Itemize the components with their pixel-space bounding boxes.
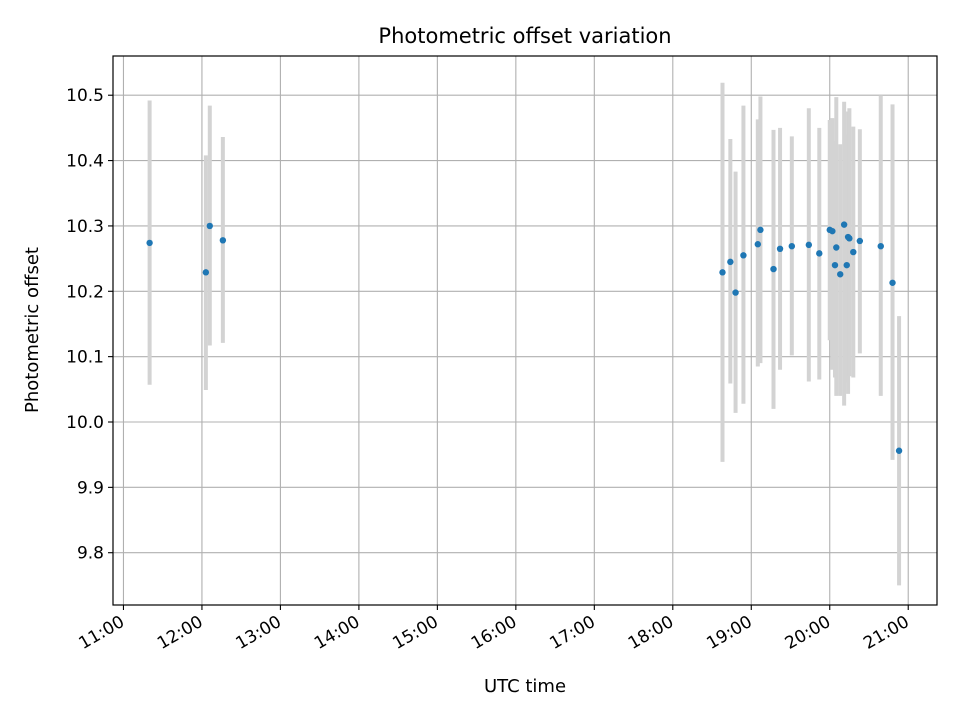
y-tick-label: 10.1: [66, 348, 104, 368]
data-point: [850, 248, 857, 256]
data-point: [788, 242, 796, 250]
data-point: [727, 258, 734, 266]
data-point: [829, 227, 836, 235]
data-point: [833, 244, 840, 251]
data-point: [732, 289, 739, 296]
data-points: [146, 221, 903, 454]
data-point: [206, 222, 213, 230]
y-tick-label: 10.3: [66, 217, 104, 237]
y-tick-label: 10.5: [66, 86, 104, 106]
y-tick-label: 10.4: [66, 152, 104, 172]
y-tick-label: 10.0: [66, 413, 104, 433]
chart-title: Photometric offset variation: [378, 24, 671, 48]
data-point: [219, 237, 227, 244]
data-point: [843, 261, 850, 269]
data-point: [816, 250, 823, 257]
y-tick-label: 9.9: [77, 478, 104, 498]
data-point: [837, 271, 844, 278]
data-point: [895, 447, 903, 454]
y-axis-ticks: 9.8 9.9 10.0 10.1 10.2 10.3 10.4 10.5: [66, 86, 113, 564]
data-point: [856, 237, 864, 245]
data-point: [840, 221, 848, 228]
data-point: [831, 261, 839, 269]
plot-area-frame: [112, 55, 938, 606]
data-point: [202, 269, 210, 276]
data-point: [776, 245, 784, 253]
data-point: [719, 269, 726, 276]
data-point: [889, 279, 896, 286]
y-tick-label: 9.8: [77, 544, 104, 564]
data-point: [146, 239, 153, 247]
y-tick-label: 10.2: [66, 282, 104, 302]
data-point: [805, 241, 813, 249]
data-point: [770, 265, 777, 273]
x-axis-label: UTC time: [484, 676, 566, 697]
data-point: [877, 242, 884, 250]
data-point: [740, 252, 747, 259]
grid: [113, 56, 937, 605]
data-point: [754, 241, 762, 248]
data-point: [757, 226, 764, 234]
data-point: [846, 235, 853, 242]
y-axis-label: Photometric offset: [22, 247, 43, 413]
